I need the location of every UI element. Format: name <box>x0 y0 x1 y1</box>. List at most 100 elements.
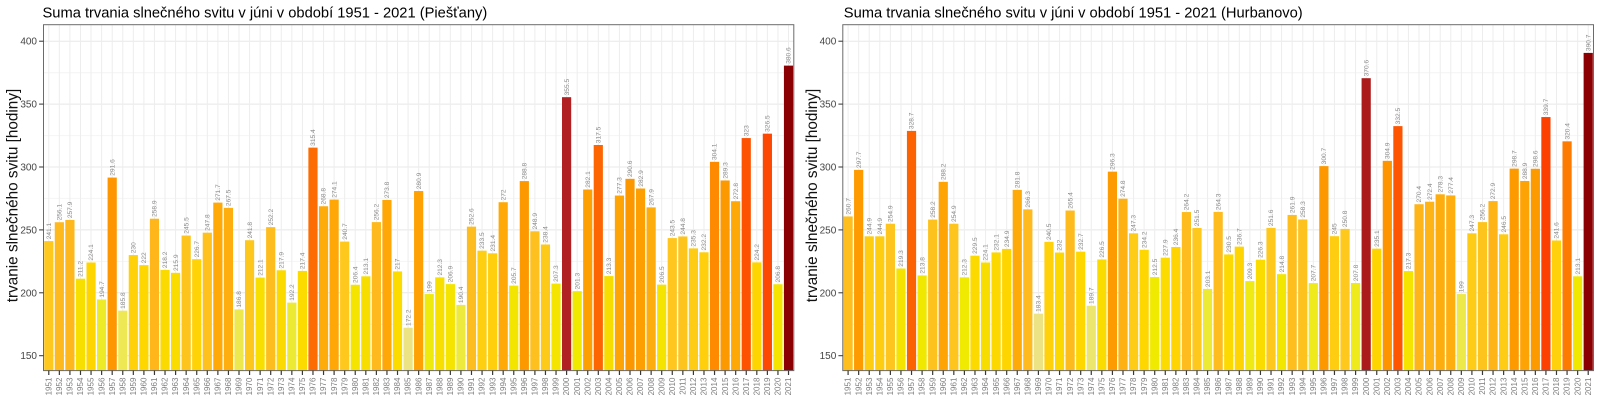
svg-text:288.9: 288.9 <box>1522 162 1529 179</box>
svg-text:211.2: 211.2 <box>78 261 85 277</box>
svg-text:1982: 1982 <box>1172 377 1181 395</box>
svg-text:300: 300 <box>820 163 837 174</box>
svg-text:288.8: 288.8 <box>522 162 529 179</box>
svg-text:213.3: 213.3 <box>606 257 613 274</box>
svg-text:1966: 1966 <box>203 377 212 395</box>
svg-text:1996: 1996 <box>520 377 529 395</box>
svg-text:1955: 1955 <box>87 377 96 395</box>
svg-text:247.3: 247.3 <box>1131 215 1138 232</box>
svg-text:400: 400 <box>20 37 37 48</box>
svg-text:218.2: 218.2 <box>162 251 169 268</box>
svg-text:315.4: 315.4 <box>310 129 317 146</box>
svg-text:304.1: 304.1 <box>712 143 719 160</box>
svg-text:246.5: 246.5 <box>1501 216 1508 233</box>
svg-text:272: 272 <box>500 189 507 200</box>
svg-text:1984: 1984 <box>1193 377 1202 395</box>
svg-text:1986: 1986 <box>1214 377 1223 395</box>
svg-text:1989: 1989 <box>446 377 455 395</box>
svg-text:194.7: 194.7 <box>99 281 106 298</box>
svg-text:150: 150 <box>820 351 837 362</box>
svg-text:244.9: 244.9 <box>866 218 873 235</box>
svg-text:1995: 1995 <box>1309 377 1318 395</box>
svg-text:241.6: 241.6 <box>1554 222 1561 239</box>
svg-text:2004: 2004 <box>1404 377 1413 395</box>
svg-text:1998: 1998 <box>541 377 550 395</box>
svg-text:240.5: 240.5 <box>1046 223 1053 240</box>
svg-text:1974: 1974 <box>1087 377 1096 395</box>
svg-text:229.5: 229.5 <box>972 237 979 254</box>
svg-text:1987: 1987 <box>425 377 434 395</box>
svg-text:2015: 2015 <box>1520 377 1529 395</box>
svg-text:1998: 1998 <box>1341 377 1350 395</box>
svg-text:1989: 1989 <box>1246 377 1255 395</box>
svg-text:254.9: 254.9 <box>888 205 895 222</box>
svg-text:1988: 1988 <box>435 377 444 395</box>
svg-text:2006: 2006 <box>1425 377 1434 395</box>
svg-text:1977: 1977 <box>1119 377 1128 395</box>
svg-text:1963: 1963 <box>971 377 980 395</box>
svg-text:206.5: 206.5 <box>659 266 666 283</box>
svg-text:241.1: 241.1 <box>46 222 53 239</box>
svg-text:1951: 1951 <box>44 377 53 395</box>
svg-text:278.3: 278.3 <box>1437 176 1444 193</box>
svg-text:1979: 1979 <box>340 377 349 395</box>
svg-text:280.9: 280.9 <box>416 172 423 189</box>
svg-text:400: 400 <box>820 37 837 48</box>
svg-text:2007: 2007 <box>636 377 645 395</box>
svg-text:2021: 2021 <box>1584 377 1593 395</box>
svg-text:185.8: 185.8 <box>120 292 127 309</box>
svg-text:1964: 1964 <box>182 377 191 395</box>
svg-text:235.1: 235.1 <box>1374 230 1381 247</box>
svg-text:186.8: 186.8 <box>236 291 243 308</box>
svg-text:339.7: 339.7 <box>1543 98 1550 115</box>
svg-text:1961: 1961 <box>150 377 159 395</box>
svg-text:281.8: 281.8 <box>1014 171 1021 188</box>
svg-text:1957: 1957 <box>907 377 916 395</box>
svg-text:214.8: 214.8 <box>1279 256 1286 273</box>
svg-text:2009: 2009 <box>1457 377 1466 395</box>
svg-text:1958: 1958 <box>918 377 927 395</box>
svg-text:233.5: 233.5 <box>479 232 486 249</box>
svg-text:1990: 1990 <box>1256 377 1265 395</box>
svg-text:2004: 2004 <box>605 377 614 395</box>
svg-text:1956: 1956 <box>897 377 906 395</box>
svg-text:1966: 1966 <box>1002 377 1011 395</box>
svg-text:2000: 2000 <box>562 377 571 395</box>
svg-text:1977: 1977 <box>319 377 328 395</box>
svg-text:1995: 1995 <box>509 377 518 395</box>
svg-text:320.4: 320.4 <box>1564 123 1571 140</box>
svg-text:1993: 1993 <box>1288 377 1297 395</box>
svg-text:256.1: 256.1 <box>57 204 64 221</box>
svg-text:258.2: 258.2 <box>930 201 937 218</box>
svg-text:1954: 1954 <box>76 377 85 395</box>
svg-text:192.2: 192.2 <box>289 284 296 301</box>
svg-text:234.2: 234.2 <box>1141 231 1148 248</box>
svg-text:231.4: 231.4 <box>490 235 497 252</box>
svg-text:390.7: 390.7 <box>1585 34 1592 51</box>
svg-text:245: 245 <box>1332 223 1339 234</box>
svg-text:213.1: 213.1 <box>363 258 370 275</box>
svg-text:1959: 1959 <box>129 377 138 395</box>
svg-text:232.7: 232.7 <box>1078 233 1085 250</box>
svg-text:1982: 1982 <box>372 377 381 395</box>
svg-text:1960: 1960 <box>140 377 149 395</box>
svg-text:224.1: 224.1 <box>983 244 990 261</box>
svg-text:200: 200 <box>20 288 37 299</box>
svg-text:2001: 2001 <box>1372 377 1381 395</box>
svg-text:217.9: 217.9 <box>278 252 285 269</box>
svg-text:1985: 1985 <box>404 377 413 395</box>
svg-text:261.9: 261.9 <box>1289 196 1296 213</box>
svg-text:183.4: 183.4 <box>1036 295 1043 312</box>
svg-text:1952: 1952 <box>854 377 863 395</box>
svg-text:203.1: 203.1 <box>1205 270 1212 287</box>
svg-text:300: 300 <box>20 163 37 174</box>
svg-text:264.2: 264.2 <box>1184 193 1191 210</box>
svg-text:1980: 1980 <box>1150 377 1159 395</box>
svg-text:1951: 1951 <box>844 377 853 395</box>
svg-text:241.8: 241.8 <box>247 222 254 239</box>
svg-text:328.7: 328.7 <box>909 112 916 129</box>
svg-text:271.7: 271.7 <box>215 184 222 201</box>
svg-text:226.3: 226.3 <box>1258 241 1265 258</box>
svg-text:258.9: 258.9 <box>152 200 159 217</box>
svg-text:trvanie slnečného svitu [hodin: trvanie slnečného svitu [hodiny] <box>804 89 821 302</box>
